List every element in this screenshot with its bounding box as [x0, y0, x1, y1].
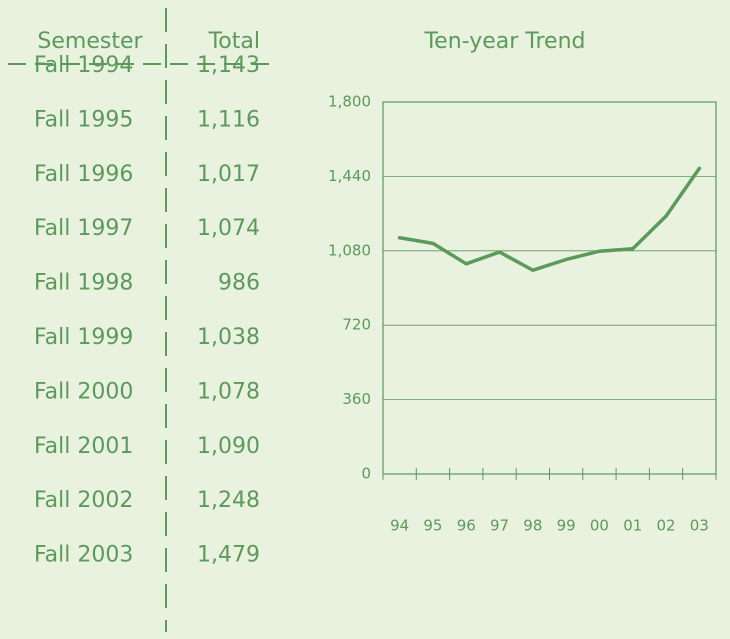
trend-line	[397, 166, 702, 272]
x-tick-label: 97	[490, 517, 509, 535]
semester-cell: Fall 1997	[34, 216, 133, 241]
y-tick-label: 360	[342, 390, 371, 408]
header-semester: Semester	[37, 29, 143, 54]
semester-cell: Fall 1994	[34, 53, 133, 78]
total-cell: 1,116	[197, 107, 260, 132]
semester-cell: Fall 2003	[34, 543, 133, 568]
semester-cell: Fall 1995	[34, 107, 133, 132]
semester-cell: Fall 1996	[34, 162, 133, 187]
x-tick-label: 98	[523, 517, 542, 535]
semester-cell: Fall 1999	[34, 325, 133, 350]
total-cell: 1,090	[197, 434, 260, 459]
semester-cell: Fall 2001	[34, 434, 133, 459]
y-tick-label: 1,440	[328, 167, 371, 185]
y-tick-label: 0	[361, 465, 371, 483]
x-tick-label: 03	[690, 517, 709, 535]
y-tick-label: 1,800	[328, 93, 371, 111]
x-tick-label: 00	[590, 517, 609, 535]
total-cell: 1,017	[197, 162, 260, 187]
total-cell: 1,248	[197, 488, 260, 513]
x-tick-label: 95	[423, 517, 442, 535]
semester-cell: Fall 2002	[34, 488, 133, 513]
x-tick-label: 94	[390, 517, 409, 535]
y-tick-label: 720	[342, 316, 371, 334]
chart-title: Ten-year Trend	[423, 29, 585, 54]
total-cell: 1,038	[197, 325, 260, 350]
total-cell: 986	[218, 271, 260, 296]
plot-frame	[382, 101, 717, 475]
x-tick-label: 01	[623, 517, 642, 535]
x-tick-label: 96	[457, 517, 476, 535]
total-cell: 1,479	[197, 543, 260, 568]
semester-cell: Fall 2000	[34, 379, 133, 404]
header-total: Total	[208, 29, 260, 54]
x-tick-label: 99	[557, 517, 576, 535]
x-tick-label: 02	[657, 517, 676, 535]
semester-cell: Fall 1998	[34, 271, 133, 296]
total-cell: 1,143	[197, 53, 260, 78]
total-cell: 1,074	[197, 216, 260, 241]
y-tick-label: 1,080	[328, 241, 371, 259]
total-cell: 1,078	[197, 379, 260, 404]
